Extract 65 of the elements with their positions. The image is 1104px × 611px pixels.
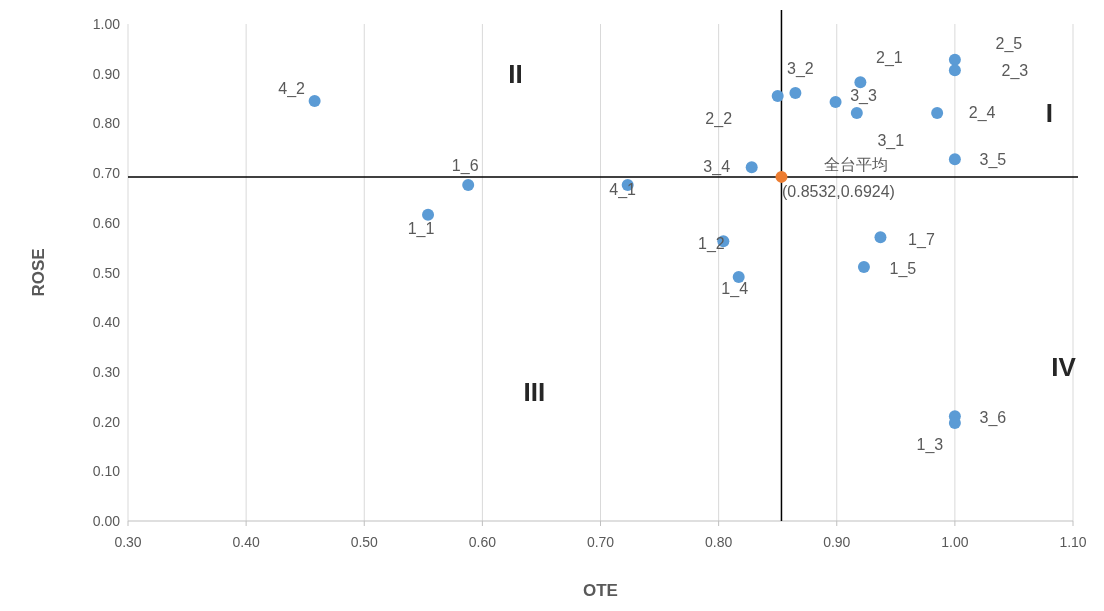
annotation: (0.8532,0.6924) xyxy=(781,183,895,201)
point xyxy=(948,64,961,77)
point xyxy=(732,270,745,283)
series-label: 1_7 xyxy=(908,230,935,249)
y-tick-label: 0.40 xyxy=(92,314,121,331)
x-tick-label: 1.10 xyxy=(1059,534,1087,550)
y-tick-label: 0.80 xyxy=(92,115,121,132)
point xyxy=(771,90,784,103)
y-tick-label: 0.50 xyxy=(92,264,121,281)
point xyxy=(775,170,788,183)
text: 全台平均 xyxy=(824,156,889,174)
y-tick-label: 0.90 xyxy=(92,65,121,82)
text: 2_2 xyxy=(705,109,733,128)
series-label: 3_2 xyxy=(787,59,814,78)
x-tick-label: 0.90 xyxy=(823,534,851,550)
y-tick-label: 1.00 xyxy=(92,16,121,32)
point xyxy=(948,53,961,66)
x-tick-label: 0.30 xyxy=(114,534,142,550)
y-tick-label: 0.70 xyxy=(92,165,121,182)
y-tick-label: 0.10 xyxy=(92,463,121,480)
annotation: IV xyxy=(1051,351,1077,382)
series-label: 3_4 xyxy=(703,157,731,176)
series-label: 1_5 xyxy=(889,259,917,278)
series-label: 1_2 xyxy=(698,234,725,253)
series-label: 1_1 xyxy=(407,220,435,239)
series-label: 3_6 xyxy=(979,408,1007,427)
x-tick-label: 0.40 xyxy=(232,534,260,550)
x-tick-label: 1.00 xyxy=(941,534,969,550)
text: 2_5 xyxy=(995,35,1023,54)
x-tick-label: 0.50 xyxy=(350,534,379,550)
point xyxy=(308,95,321,108)
point xyxy=(462,179,475,192)
annotation: III xyxy=(523,376,546,407)
point xyxy=(854,76,867,89)
x-tick-label: 0.70 xyxy=(586,534,615,550)
point xyxy=(829,96,842,109)
y-tick-label: 0.60 xyxy=(92,214,121,231)
point xyxy=(850,106,863,119)
series-label: 1_6 xyxy=(451,156,479,175)
y-axis-title: ROSE xyxy=(28,248,48,297)
point xyxy=(745,161,758,174)
point xyxy=(948,153,961,166)
y-tick-label: 0.00 xyxy=(92,513,121,529)
series-label: 1_3 xyxy=(916,435,944,454)
point xyxy=(931,106,944,119)
x-tick-label: 0.80 xyxy=(705,534,733,550)
series-label: 2_4 xyxy=(968,104,996,123)
series-label: 3_3 xyxy=(850,86,878,105)
y-tick-label: 0.20 xyxy=(92,413,121,430)
series-label: 3_5 xyxy=(979,150,1007,169)
series-label: 1_4 xyxy=(721,280,749,299)
point xyxy=(422,208,435,221)
series-label: 2_1 xyxy=(876,48,903,67)
series-label: 4_2 xyxy=(278,79,306,98)
series-label: 3_1 xyxy=(877,132,905,151)
point xyxy=(874,231,887,244)
point xyxy=(789,87,802,100)
y-tick-label: 0.30 xyxy=(92,363,121,380)
annotation: II xyxy=(508,58,523,89)
x-tick-label: 0.60 xyxy=(468,534,497,550)
text: 2_3 xyxy=(1001,61,1029,80)
series-label: 4_1 xyxy=(609,180,637,199)
annotation: I xyxy=(1045,98,1053,129)
point xyxy=(857,261,870,274)
x-axis-title: OTE xyxy=(583,580,618,600)
